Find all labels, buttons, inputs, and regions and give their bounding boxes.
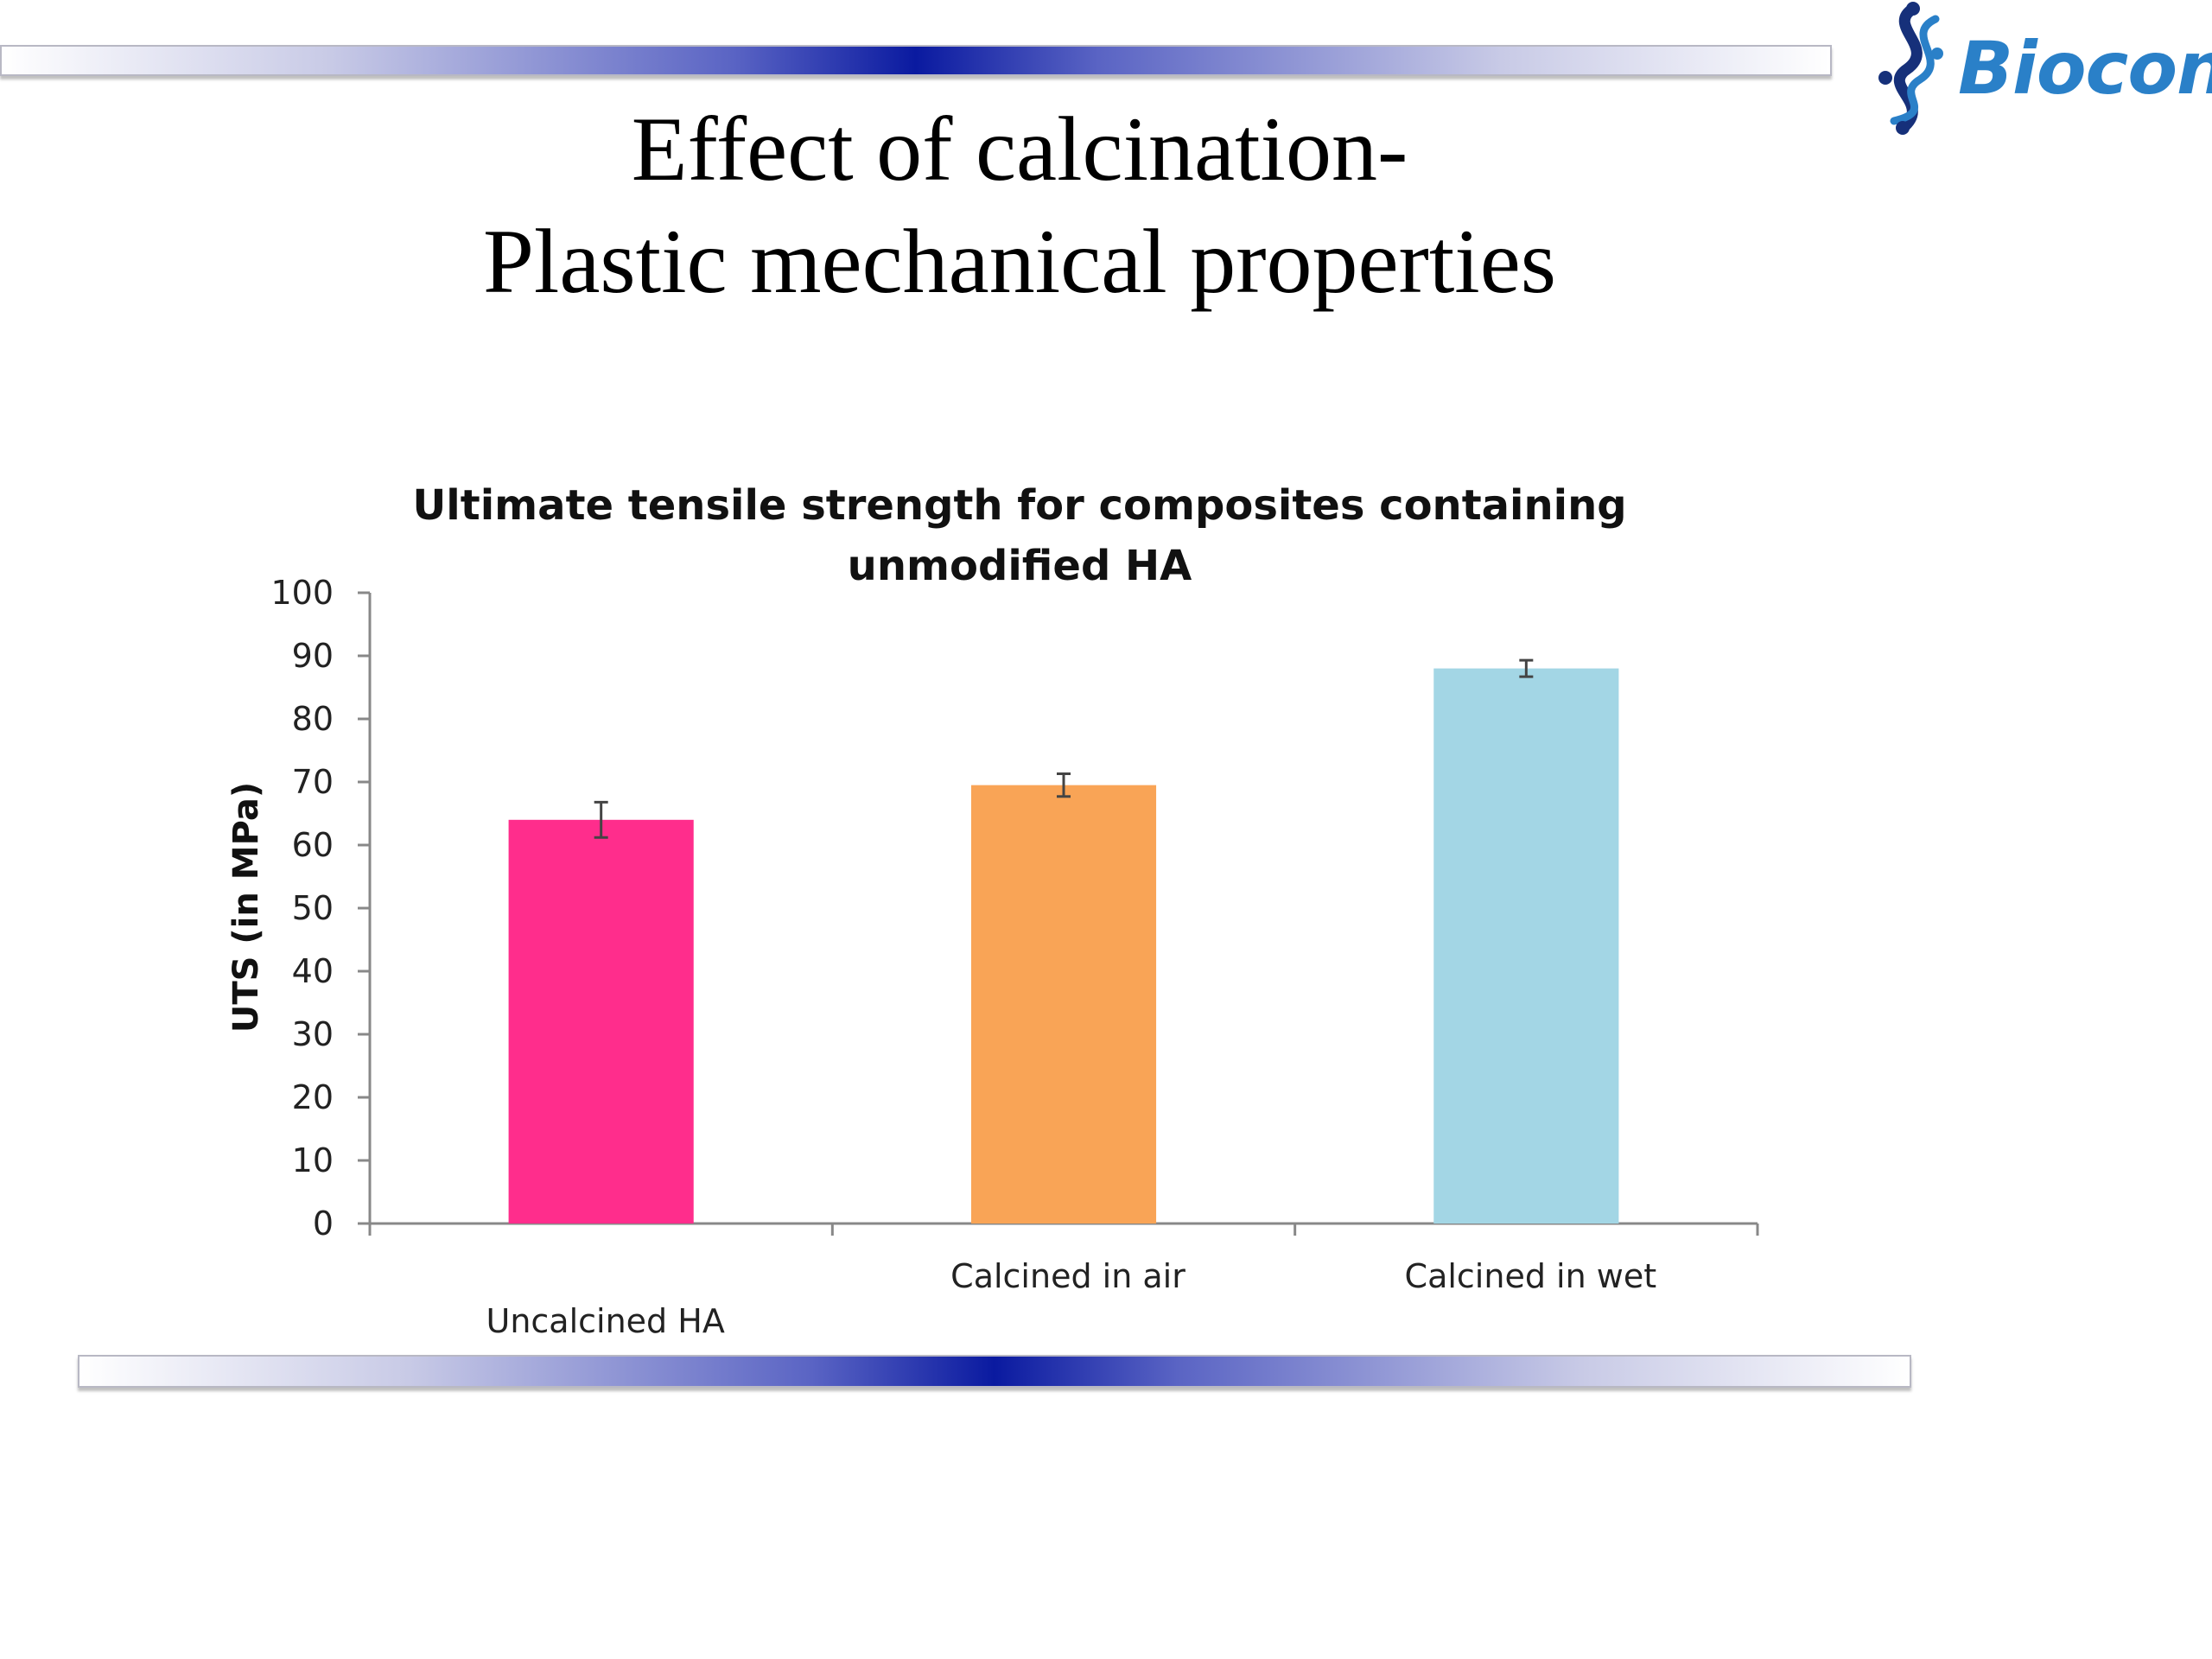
- y-axis: 0 10 20 30 40 50 60 70 80 90 100: [270, 574, 372, 1243]
- bar: [1433, 668, 1619, 1224]
- y-tick-label: 60: [292, 826, 334, 864]
- bar: [970, 785, 1157, 1224]
- error-bars: [594, 658, 1534, 839]
- y-tick-label: 50: [292, 889, 334, 927]
- error-bar: [1519, 658, 1534, 678]
- chart-title-line-2: unmodified HA: [847, 542, 1192, 590]
- y-tick-label: 30: [292, 1015, 334, 1053]
- y-tick-label: 0: [313, 1205, 334, 1243]
- top-decorative-rule: [0, 45, 1832, 76]
- x-axis: [368, 1222, 1759, 1236]
- y-tick-label: 70: [292, 763, 334, 801]
- logo-wordmark: Biocon: [1958, 26, 2212, 111]
- y-tick-label: 80: [292, 700, 334, 738]
- bar: [508, 819, 694, 1224]
- y-tick-label: 100: [270, 574, 334, 612]
- bottom-decorative-rule: [78, 1355, 1911, 1388]
- slide-title: Effect of calcination- Plastic mechanica…: [173, 93, 1866, 318]
- y-tick-label: 40: [292, 952, 334, 990]
- y-tick-label: 10: [292, 1141, 334, 1179]
- slide-title-line-2: Plastic mechanical properties: [482, 211, 1557, 312]
- chart-title: Ultimate tensile strength for composites…: [328, 475, 1711, 596]
- category-label: Calcined in wet: [1405, 1257, 1657, 1295]
- biocon-logo: Biocon: [1866, 0, 2212, 138]
- error-bar: [594, 800, 608, 839]
- category-label: Uncalcined HA: [486, 1302, 725, 1340]
- bars: [508, 668, 1619, 1224]
- slide-title-line-1: Effect of calcination-: [631, 99, 1408, 200]
- chart-title-line-1: Ultimate tensile strength for composites…: [412, 481, 1627, 530]
- y-tick-label: 20: [292, 1078, 334, 1116]
- biocon-helix-icon: [1878, 2, 1943, 135]
- category-labels: Uncalcined HA Calcined in air Calcined in …: [486, 1257, 1657, 1340]
- error-bar: [1057, 772, 1071, 798]
- y-axis-title: UTS (in MPa): [226, 782, 266, 1033]
- category-label: Calcined in air: [950, 1257, 1185, 1295]
- y-tick-label: 90: [292, 637, 334, 675]
